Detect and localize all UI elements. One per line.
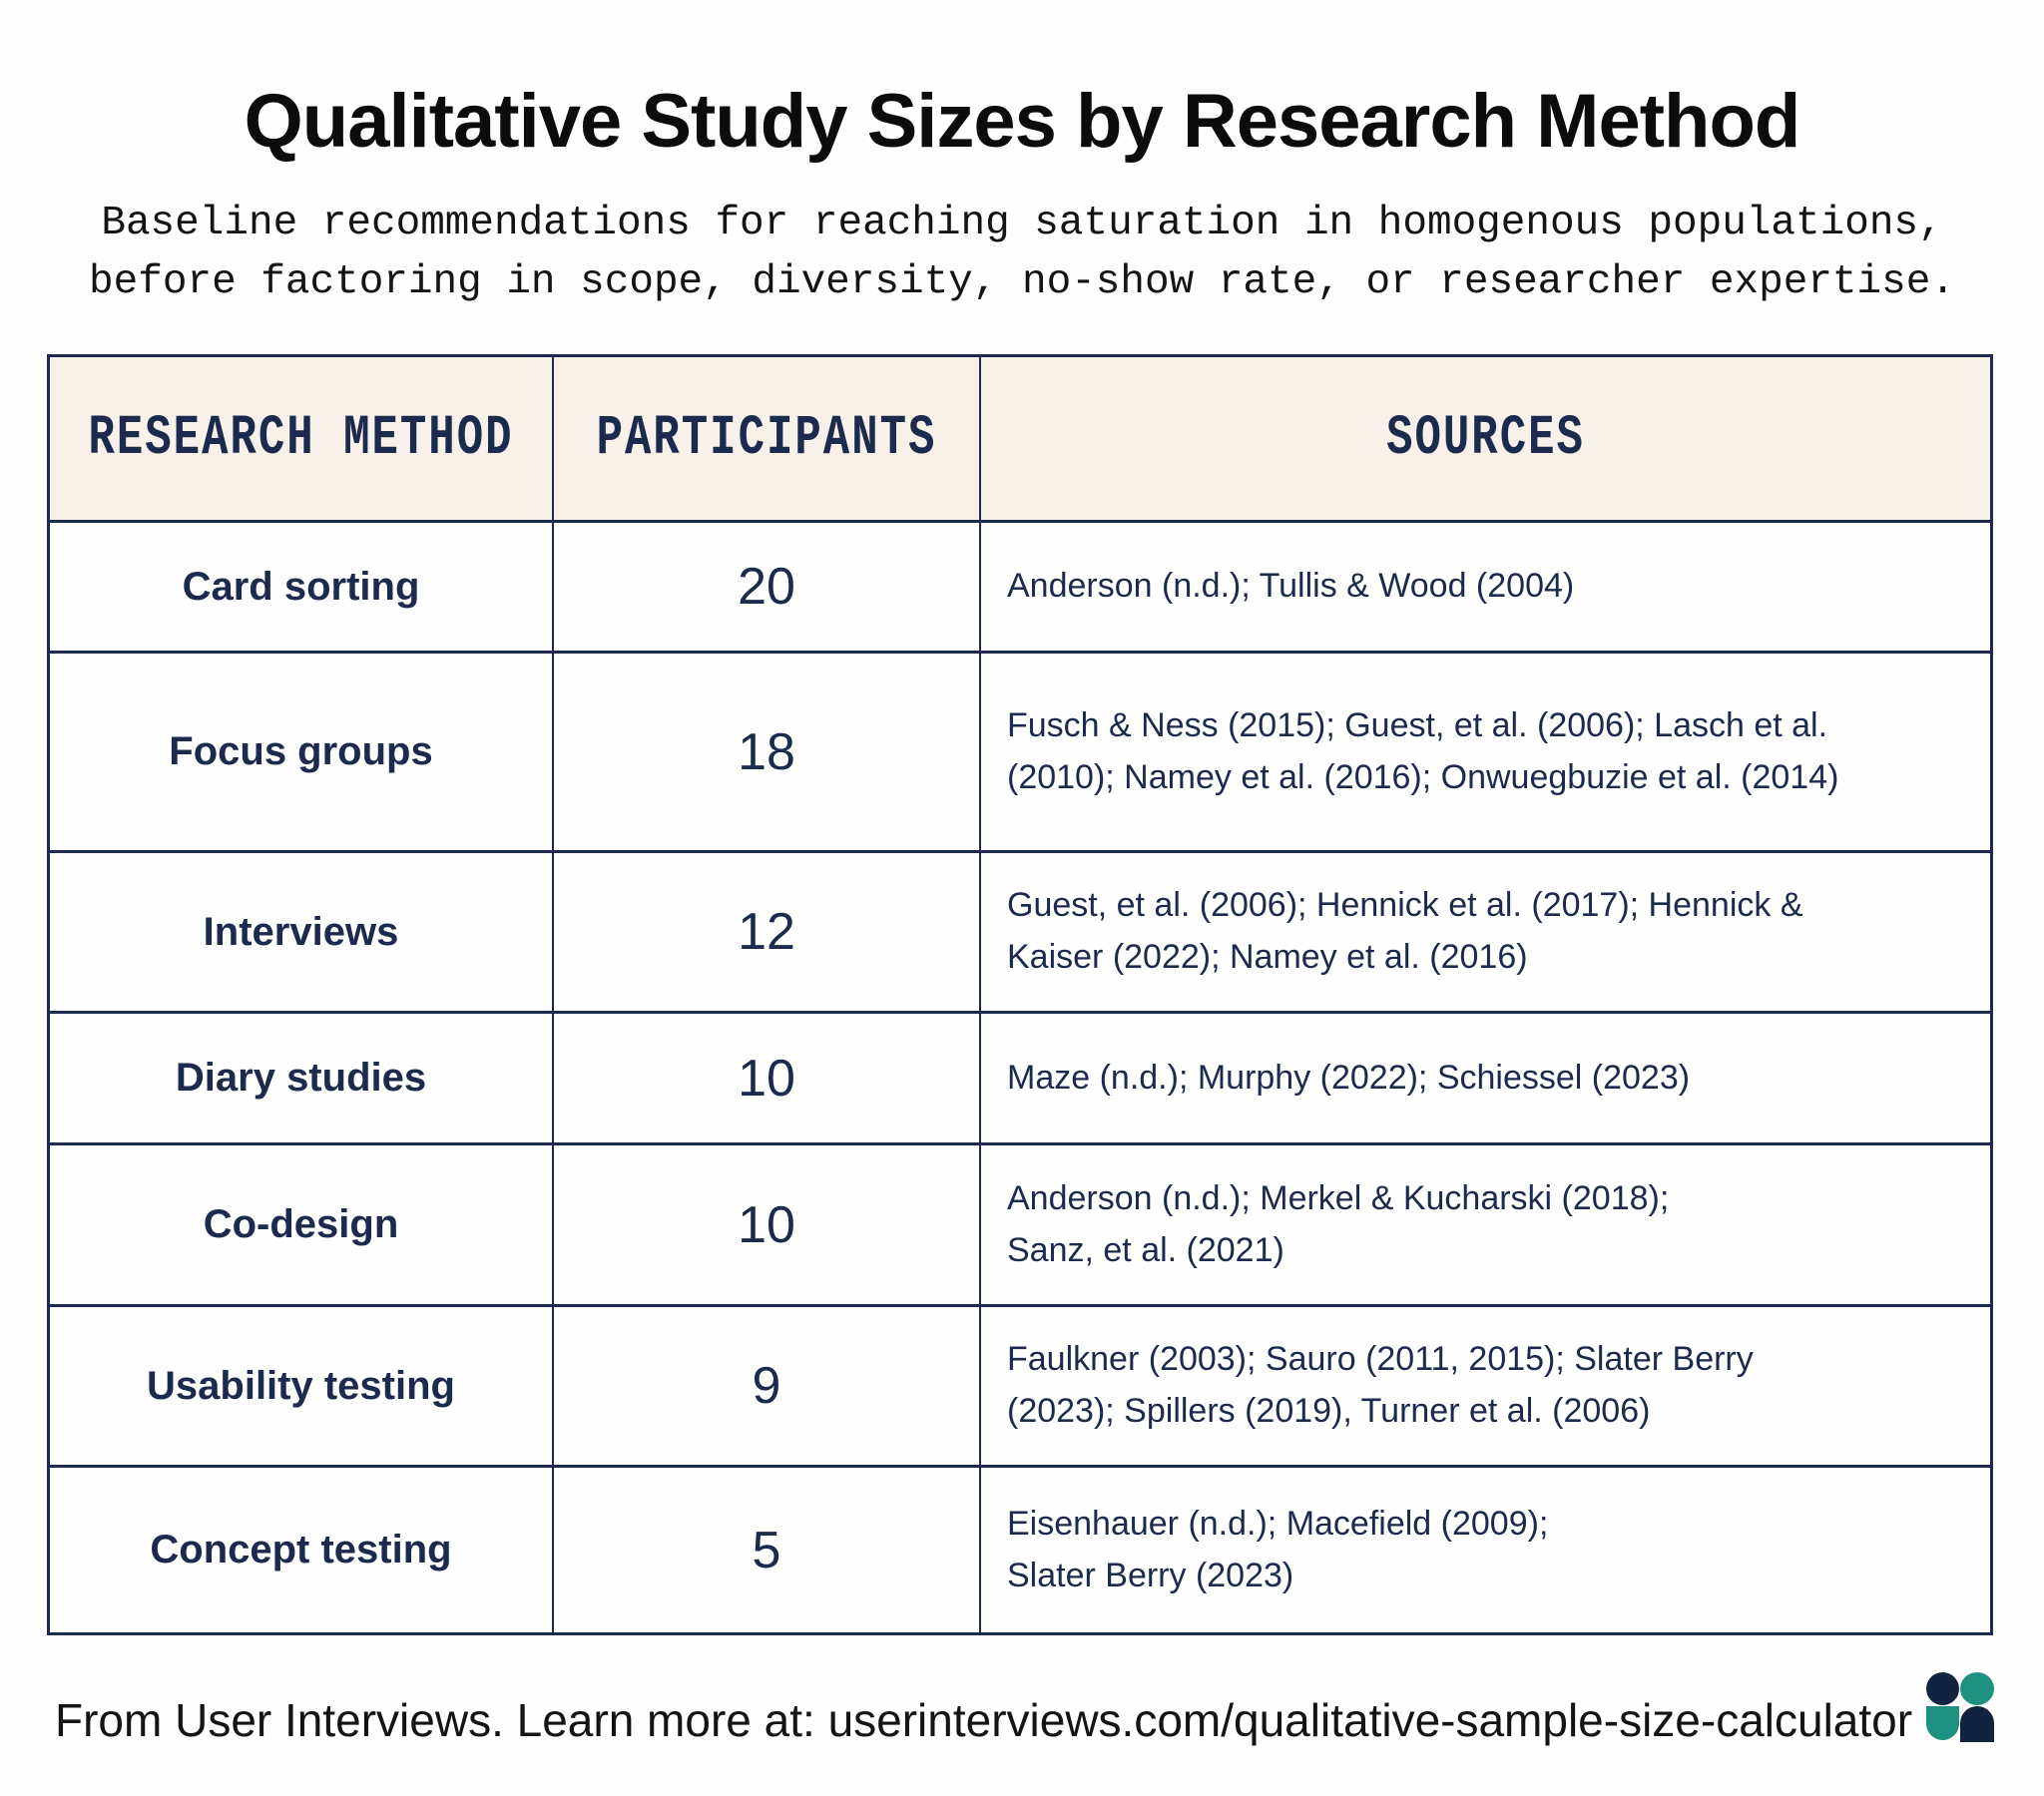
sources-cell: Anderson (n.d.); Merkel & Kucharski (201…	[981, 1145, 1990, 1307]
method-cell: Diary studies	[50, 1014, 554, 1145]
study-sizes-table: RESEARCH METHOD PARTICIPANTS SOURCES Car…	[47, 354, 1993, 1635]
sources-cell: Guest, et al. (2006); Hennick et al. (20…	[981, 853, 1990, 1014]
participants-cell: 12	[554, 853, 981, 1014]
participants-cell: 9	[554, 1307, 981, 1468]
sources-cell: Faulkner (2003); Sauro (2011, 2015); Sla…	[981, 1307, 1990, 1468]
column-header-label: RESEARCH METHOD	[88, 406, 514, 471]
sources-cell: Maze (n.d.); Murphy (2022); Schiessel (2…	[981, 1014, 1990, 1145]
logo-circle-navy-icon	[1926, 1672, 1959, 1705]
page-title: Qualitative Study Sizes by Research Meth…	[244, 79, 1801, 164]
column-header-participants: PARTICIPANTS	[554, 357, 981, 523]
participants-cell: 10	[554, 1014, 981, 1145]
sources-cell: Anderson (n.d.); Tullis & Wood (2004)	[981, 523, 1990, 654]
method-cell: Focus groups	[50, 654, 554, 853]
logo-u-shape-teal-icon	[1926, 1706, 1959, 1740]
method-cell: Interviews	[50, 853, 554, 1014]
method-cell: Concept testing	[50, 1468, 554, 1632]
logo-dome-navy-icon	[1960, 1706, 1994, 1742]
method-cell: Card sorting	[50, 523, 554, 654]
participants-cell: 20	[554, 523, 981, 654]
logo-circle-teal-icon	[1960, 1672, 1994, 1705]
column-header-label: SOURCES	[1386, 406, 1585, 471]
method-cell: Co-design	[50, 1145, 554, 1307]
column-header-research-method: RESEARCH METHOD	[50, 357, 554, 523]
method-cell: Usability testing	[50, 1307, 554, 1468]
user-interviews-logo-icon	[1926, 1672, 1994, 1742]
sources-cell: Fusch & Ness (2015); Guest, et al. (2006…	[981, 654, 1990, 853]
subtitle: Baseline recommendations for reaching sa…	[89, 201, 1955, 305]
participants-cell: 5	[554, 1468, 981, 1632]
column-header-label: PARTICIPANTS	[596, 406, 937, 471]
participants-cell: 18	[554, 654, 981, 853]
participants-cell: 10	[554, 1145, 981, 1307]
sources-cell: Eisenhauer (n.d.); Macefield (2009); Sla…	[1007, 1504, 1549, 1594]
column-header-sources: SOURCES	[981, 357, 1990, 523]
footer-attribution: From User Interviews. Learn more at: use…	[55, 1694, 1913, 1746]
